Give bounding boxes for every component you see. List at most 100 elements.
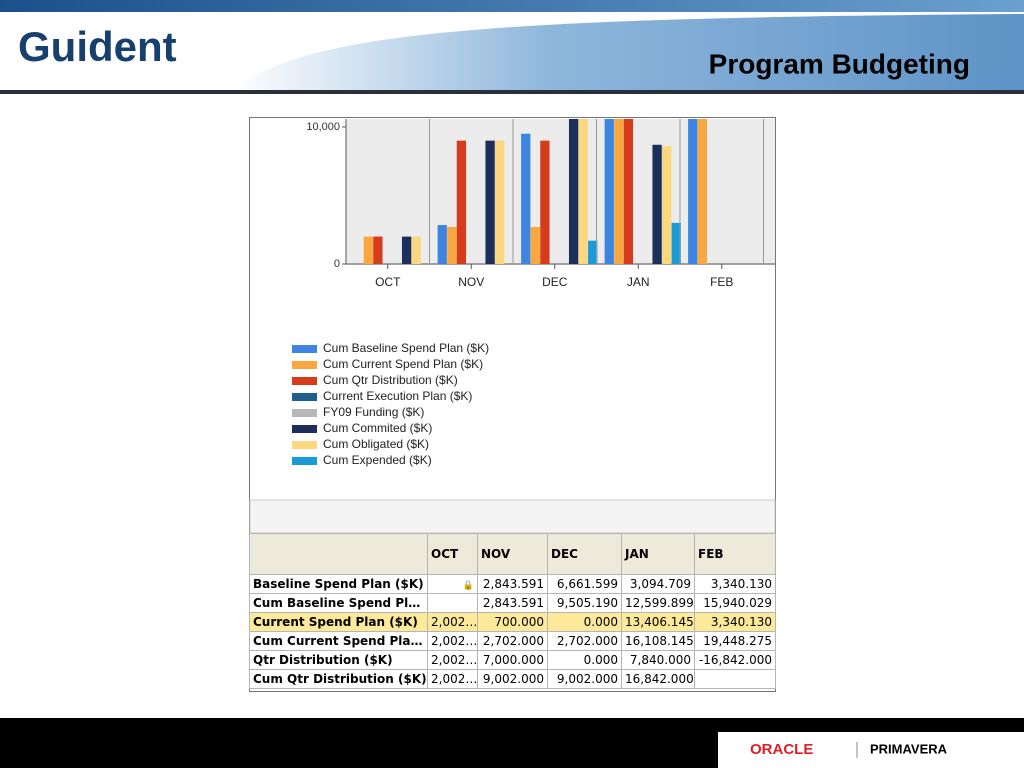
- bar: [495, 140, 505, 264]
- column-header: DEC: [547, 533, 622, 575]
- legend-label: Cum Expended ($K): [323, 453, 432, 467]
- cell: [694, 669, 776, 689]
- cell: 19,448.275: [694, 631, 776, 651]
- legend-label: Cum Baseline Spend Plan ($K): [323, 341, 489, 355]
- cell: 0.000: [547, 612, 622, 632]
- legend-label: FY09 Funding ($K): [323, 405, 424, 419]
- bars: [363, 119, 707, 265]
- bar: [437, 225, 447, 264]
- y-tick-label: 10,000: [306, 121, 340, 133]
- bar: [363, 236, 373, 264]
- x-tick-label: FEB: [710, 275, 733, 289]
- bar: [623, 119, 634, 265]
- legend-swatch: [292, 441, 317, 449]
- legend-swatch: [292, 425, 317, 433]
- legend-label: Current Execution Plan ($K): [323, 389, 472, 403]
- table-row: Qtr Distribution ($K) 2,002… 7,000.000 0.00…: [249, 650, 776, 670]
- legend-label: Cum Qtr Distribution ($K): [323, 373, 458, 387]
- bar: [652, 144, 662, 264]
- header-rule: [0, 90, 1024, 94]
- cell: -16,842.000: [694, 650, 776, 670]
- cell: [427, 593, 478, 613]
- column-header: [249, 533, 428, 575]
- brand: Guident: [18, 23, 177, 70]
- cell: 2,843.591: [477, 593, 548, 613]
- cell: 2,702.000: [547, 631, 622, 651]
- legend-swatch: [292, 377, 317, 385]
- bar: [411, 236, 421, 264]
- row-label: Qtr Distribution ($K): [249, 650, 428, 670]
- column-header: JAN: [621, 533, 695, 575]
- legend-label: Cum Current Spend Plan ($K): [323, 357, 483, 371]
- bar: [614, 119, 624, 264]
- x-tick-label: OCT: [375, 275, 401, 289]
- bar: [697, 119, 707, 264]
- cell: 6,661.599: [547, 574, 622, 594]
- bar: [662, 146, 672, 264]
- table-row: Cum Current Spend Pla… 2,002… 2,702.000 2,7…: [249, 631, 776, 651]
- cell: 700.000: [477, 612, 548, 632]
- x-tick-label: JAN: [627, 275, 650, 289]
- lock-icon: 🔒: [462, 581, 474, 591]
- row-label: Current Spend Plan ($K): [249, 612, 428, 632]
- cell: 9,002.000: [477, 669, 548, 689]
- bar: [521, 133, 531, 264]
- cell: 2,702.000: [477, 631, 548, 651]
- legend-swatch: [292, 457, 317, 465]
- cell: 3,340.130: [694, 574, 776, 594]
- cell: 13,406.145: [621, 612, 695, 632]
- x-tick-label: NOV: [458, 275, 484, 289]
- column-header: FEB: [694, 533, 776, 575]
- bar: [485, 140, 495, 264]
- row-label: Cum Baseline Spend Pl…: [249, 593, 428, 613]
- bar: [604, 119, 614, 264]
- cell: 2,002…: [427, 631, 478, 651]
- bar: [456, 140, 467, 264]
- cell: 🔒: [427, 574, 478, 594]
- cell: 9,002.000: [547, 669, 622, 689]
- x-tick-label: DEC: [542, 275, 568, 289]
- column-header: NOV: [477, 533, 548, 575]
- cell: 0.000: [547, 650, 622, 670]
- bar: [588, 240, 598, 264]
- cell: 7,840.000: [621, 650, 695, 670]
- table-row: Cum Baseline Spend Pl… 2,843.591 9,505.190…: [249, 593, 776, 613]
- logo-box: [718, 732, 1024, 768]
- row-label: Cum Current Spend Pla…: [249, 631, 428, 651]
- bar: [540, 140, 550, 264]
- bar: [401, 236, 412, 264]
- cell: 2,002…: [427, 650, 478, 670]
- cell: 12,599.899: [621, 593, 695, 613]
- header-swoosh: [230, 14, 1024, 93]
- cell: 15,940.029: [694, 593, 776, 613]
- bar: [530, 226, 540, 264]
- table-row: Cum Qtr Distribution ($K) 2,002… 9,002.000…: [249, 669, 776, 689]
- primavera-logo: PRIMAVERA: [870, 741, 948, 756]
- legend-swatch: [292, 345, 317, 353]
- cell: 9,505.190: [547, 593, 622, 613]
- table-toolbar: [249, 499, 776, 534]
- row-label: Cum Qtr Distribution ($K): [249, 669, 428, 689]
- bar: [671, 222, 681, 264]
- cell: 16,108.145: [621, 631, 695, 651]
- cell: 3,340.130: [694, 612, 776, 632]
- page-title: Program Budgeting: [709, 48, 970, 79]
- column-header: OCT: [427, 533, 478, 575]
- bar: [688, 119, 698, 264]
- bar: [568, 119, 579, 264]
- legend-swatch: [292, 361, 317, 369]
- table-row: Baseline Spend Plan ($K) 🔒 2,843.591 6,661.…: [249, 574, 776, 594]
- cell: 7,000.000: [477, 650, 548, 670]
- bar: [373, 236, 383, 264]
- oracle-logo: ORACLE: [750, 741, 813, 758]
- legend-label: Cum Commited ($K): [323, 421, 432, 435]
- legend-swatch: [292, 409, 317, 417]
- y-tick-label: 0: [334, 258, 340, 270]
- top-band: [0, 0, 1024, 12]
- row-label: Baseline Spend Plan ($K): [249, 574, 428, 594]
- cell: 2,002…: [427, 669, 478, 689]
- cell: 2,002…: [427, 612, 478, 632]
- cell: 3,094.709: [621, 574, 695, 594]
- legend-swatch: [292, 393, 317, 401]
